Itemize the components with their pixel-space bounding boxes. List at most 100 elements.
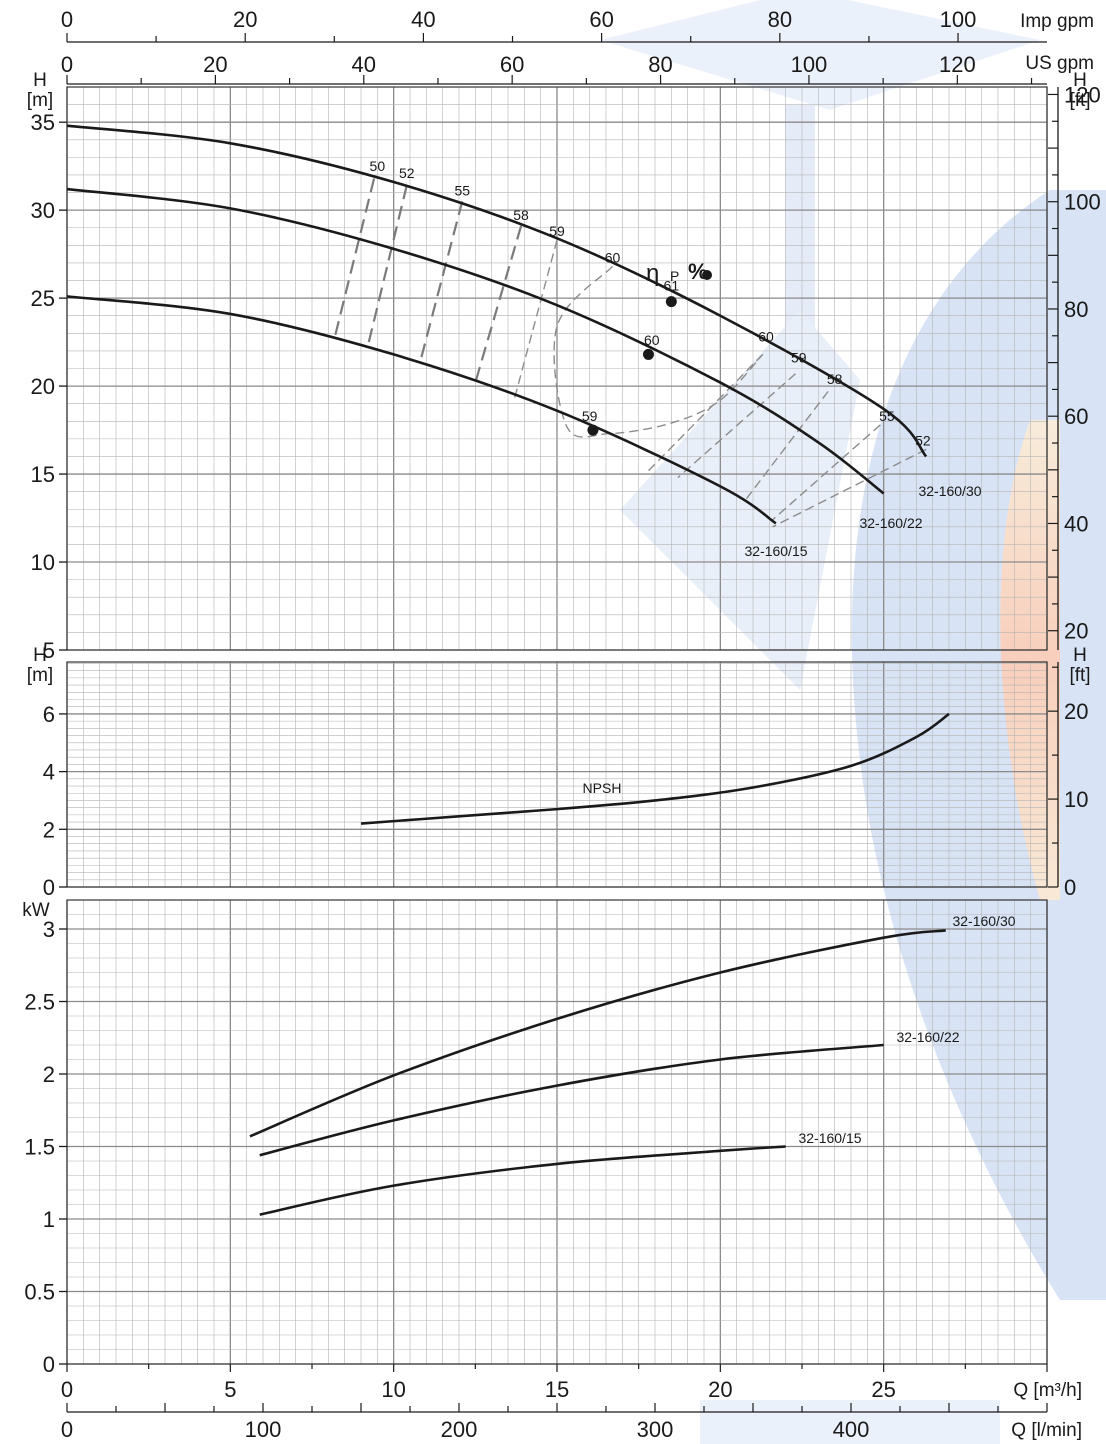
- left-tick-label: 4: [43, 760, 55, 785]
- left-tick-label: 10: [31, 550, 55, 575]
- npsh-curve: [360, 712, 950, 825]
- left-tick-label: 6: [43, 702, 55, 727]
- head-curve-label: 32-160/15: [744, 543, 807, 559]
- bep-point: [587, 424, 599, 436]
- efficiency-label: 61: [664, 278, 680, 294]
- npsh-curve-label: NPSH: [583, 780, 622, 796]
- right-axis-label: H: [1073, 70, 1087, 91]
- left-tick-label: 0: [43, 1352, 55, 1377]
- q-axis-tick-label: 20: [708, 1377, 732, 1402]
- efficiency-iso-line: [772, 424, 881, 521]
- watermark-logo: [600, 0, 1106, 1444]
- efficiency-label: 55: [454, 183, 470, 199]
- bep-point: [642, 348, 654, 360]
- lmin-axis-tick-label: 0: [61, 1417, 73, 1442]
- axes-layer: 5101520253035H[m]0246H[m]00.511.522.53kW…: [22, 7, 1100, 1442]
- efficiency-iso-line: [366, 185, 408, 348]
- power-curve-32-160/15: [259, 1145, 786, 1216]
- efficiency-unit: %: [688, 259, 708, 284]
- left-tick-label: 2: [43, 817, 55, 842]
- efficiency-label: 55: [879, 408, 895, 424]
- right-tick-label: 10: [1064, 787, 1088, 812]
- us-gpm-axis-tick-label: 40: [352, 52, 376, 77]
- left-axis-label: kW: [22, 900, 50, 921]
- imp-gpm-axis-tick-label: 60: [589, 7, 613, 32]
- us-gpm-axis-tick-label: 60: [500, 52, 524, 77]
- top-us-axis-label: US gpm: [1025, 53, 1094, 74]
- left-tick-label: 2: [43, 1062, 55, 1087]
- bottom-q-axis-label: Q [m³/h]: [1013, 1380, 1082, 1401]
- left-axis-unit: [m]: [27, 665, 53, 686]
- left-tick-label: 35: [31, 110, 55, 135]
- efficiency-iso-line: [772, 448, 927, 528]
- efficiency-label: 59: [791, 350, 807, 366]
- efficiency-subscript: P: [670, 268, 679, 284]
- left-axis-unit: [m]: [27, 90, 53, 111]
- left-axis-label: H: [33, 645, 47, 666]
- lmin-axis-tick-label: 300: [637, 1417, 674, 1442]
- head-curve-label: 32-160/22: [859, 515, 922, 531]
- left-tick-label: 20: [31, 374, 55, 399]
- us-gpm-axis-tick-label: 20: [203, 52, 227, 77]
- left-tick-label: 25: [31, 286, 55, 311]
- power-curve-label: 32-160/15: [798, 1130, 861, 1146]
- right-tick-label: 100: [1064, 190, 1101, 215]
- efficiency-legend: η P %: [646, 259, 708, 287]
- grid-layer: [66, 86, 1048, 1365]
- bottom-lmin-axis-label: Q [l/min]: [1011, 1420, 1082, 1441]
- efficiency-layer: [333, 178, 927, 528]
- right-tick-label: 40: [1064, 511, 1088, 536]
- q-axis-tick-label: 10: [381, 1377, 405, 1402]
- power-curve-label: 32-160/30: [952, 913, 1015, 929]
- left-tick-label: 0: [43, 875, 55, 900]
- efficiency-symbol: η: [646, 260, 659, 287]
- efficiency-label: 50: [370, 158, 386, 174]
- lmin-axis-tick-label: 400: [833, 1417, 870, 1442]
- bep-point: [665, 296, 677, 308]
- q-axis-tick-label: 0: [61, 1377, 73, 1402]
- head-curve-32-160/15: [66, 295, 777, 525]
- imp-gpm-axis-tick-label: 20: [233, 7, 257, 32]
- lmin-axis-tick-label: 200: [441, 1417, 478, 1442]
- efficiency-label: 58: [827, 371, 843, 387]
- imp-gpm-axis-tick-label: 100: [940, 7, 977, 32]
- us-gpm-axis-tick-label: 120: [939, 52, 976, 77]
- us-gpm-axis-tick-label: 80: [648, 52, 672, 77]
- right-axis-unit: [ft]: [1069, 90, 1090, 111]
- efficiency-label: 59: [582, 408, 598, 424]
- head-curve-label: 32-160/30: [918, 483, 981, 499]
- power-curve-32-160/22: [259, 1043, 884, 1157]
- head-curve-32-160/30: [66, 124, 928, 458]
- imp-gpm-axis-tick-label: 80: [768, 7, 792, 32]
- efficiency-iso-line: [677, 373, 796, 479]
- efficiency-label: 60: [605, 249, 621, 265]
- efficiency-iso-line: [333, 178, 376, 338]
- panel-frame: [66, 86, 1048, 651]
- efficiency-iso-line: [513, 239, 558, 399]
- power-curve-32-160/30: [249, 929, 946, 1138]
- efficiency-iso-line: [418, 201, 464, 364]
- efficiency-label: 52: [399, 165, 415, 181]
- right-tick-label: 0: [1064, 875, 1076, 900]
- panel-frame: [66, 661, 1048, 888]
- top-imp-axis-label: Imp gpm: [1020, 11, 1094, 32]
- right-tick-label: 60: [1064, 404, 1088, 429]
- efficiency-iso-line: [745, 390, 829, 500]
- head-curve-32-160/22: [66, 187, 885, 495]
- efficiency-label: 58: [513, 207, 529, 223]
- right-axis-label: H: [1073, 645, 1087, 666]
- imp-gpm-axis-tick-label: 40: [411, 7, 435, 32]
- labels-layer: 50 52 55 58 59 60 61 60 59 60 59 58 55 52 32-160/30 32-…: [370, 158, 1016, 1146]
- q-axis-tick-label: 5: [224, 1377, 236, 1402]
- efficiency-iso-line: [474, 225, 523, 383]
- left-tick-label: 2.5: [24, 990, 55, 1015]
- us-gpm-axis-tick-label: 100: [791, 52, 828, 77]
- left-tick-label: 5: [43, 638, 55, 663]
- us-gpm-axis-tick-label: 0: [61, 52, 73, 77]
- left-tick-label: 1: [43, 1207, 55, 1232]
- imp-gpm-axis-tick-label: 0: [61, 7, 73, 32]
- efficiency-label: 60: [758, 329, 774, 345]
- right-tick-label: 80: [1064, 297, 1088, 322]
- left-tick-label: 15: [31, 462, 55, 487]
